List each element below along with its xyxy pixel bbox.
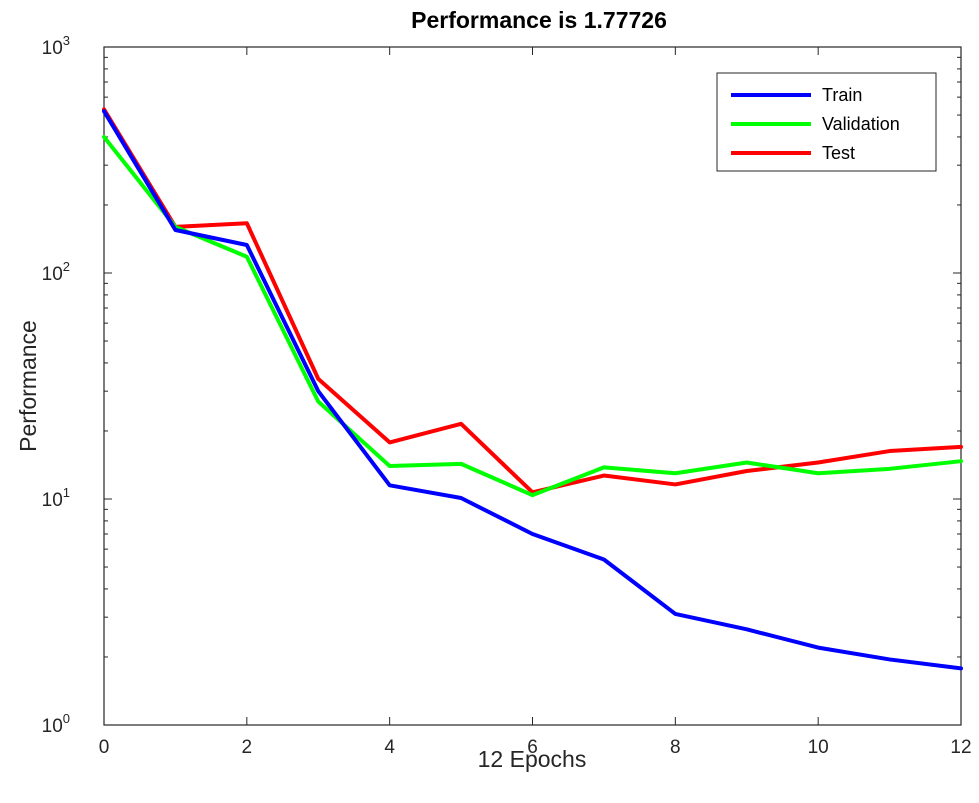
y-tick-label: 103 [42,33,70,59]
legend: Train Validation Test [716,72,937,172]
x-tick-label: 2 [242,737,253,758]
x-tick-label: 10 [808,737,829,758]
series-line-validation [102,134,963,498]
x-tick-label: 8 [670,737,681,758]
tick-labels: 0 2 4 6 8 10 12 100 101 102 103 [42,33,972,758]
legend-label-train: Train [822,85,862,105]
legend-label-validation: Validation [822,114,900,134]
series-lines [102,107,963,671]
x-tick-label: 6 [527,737,538,758]
x-tick-label: 12 [950,737,971,758]
x-axis-label: 12 Epochs [478,746,587,772]
x-tick-label: 4 [384,737,395,758]
y-axis-label: Performance [15,320,41,452]
series-line-train [102,109,963,671]
x-tick-label: 0 [99,737,110,758]
legend-label-test: Test [822,143,855,163]
axis-ticks [103,46,962,726]
series-line-test [102,107,963,495]
y-tick-label: 102 [42,259,70,285]
chart-title: Performance is 1.77726 [411,7,667,33]
y-tick-label: 100 [42,711,70,737]
y-tick-label: 101 [42,485,70,511]
